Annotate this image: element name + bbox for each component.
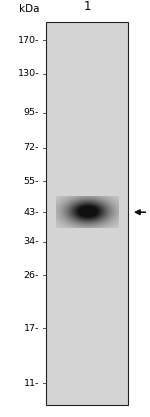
Text: kDa: kDa	[18, 4, 39, 14]
Text: 170-: 170-	[18, 35, 39, 45]
Text: 43-: 43-	[24, 208, 39, 217]
Text: 34-: 34-	[24, 237, 39, 246]
Text: 130-: 130-	[18, 69, 39, 78]
Bar	[46, 22, 128, 405]
Text: 26-: 26-	[24, 271, 39, 280]
Text: 95-: 95-	[24, 108, 39, 118]
Text: 1: 1	[83, 0, 91, 13]
Text: 11-: 11-	[24, 379, 39, 387]
Text: 17-: 17-	[24, 324, 39, 333]
Text: 72-: 72-	[24, 143, 39, 152]
Text: 55-: 55-	[24, 177, 39, 186]
